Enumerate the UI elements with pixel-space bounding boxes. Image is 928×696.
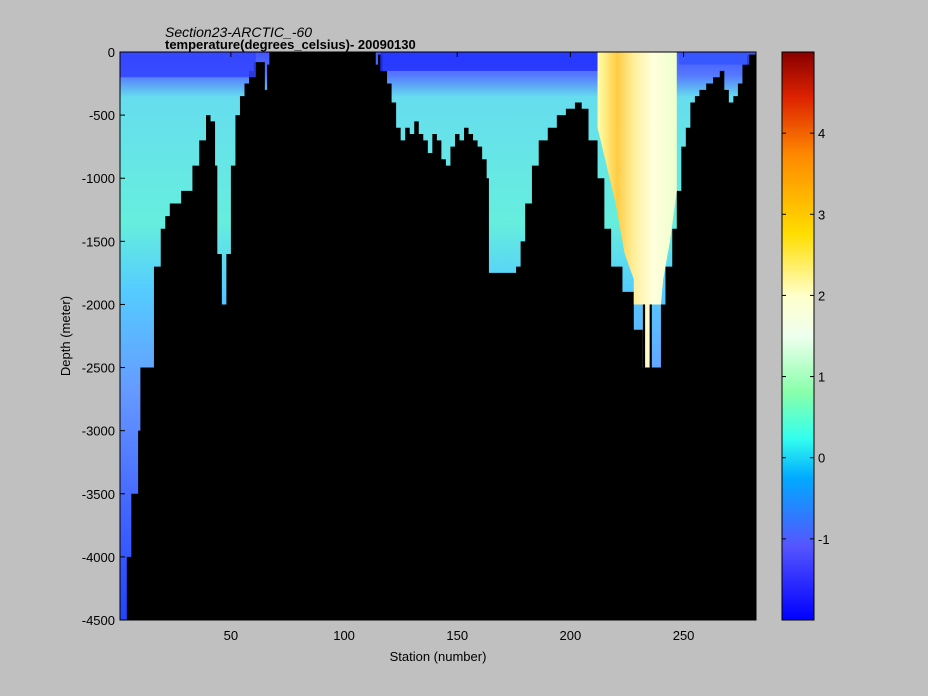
warm-core-gap-2 <box>649 304 652 368</box>
x-axis-label: Station (number) <box>390 649 487 664</box>
x-tick-label-1: 100 <box>333 628 355 643</box>
y-tick-label-7: -3500 <box>82 487 115 502</box>
y-axis-label: Depth (meter) <box>58 296 73 376</box>
y-tick-label-6: -3000 <box>82 424 115 439</box>
y-tick-label-5: -2500 <box>82 361 115 376</box>
colorbar-tick-label-1: 0 <box>818 451 825 466</box>
plot-area <box>120 52 756 620</box>
land-gap <box>269 52 376 620</box>
y-tick-label-8: -4000 <box>82 550 115 565</box>
x-tick-label-2: 150 <box>446 628 468 643</box>
warm-core <box>597 52 677 368</box>
x-axis: 50 100 150 200 250 Station (number) <box>224 52 695 664</box>
x-tick-label-3: 200 <box>560 628 582 643</box>
y-tick-label-2: -1000 <box>82 171 115 186</box>
y-tick-label-3: -1500 <box>82 234 115 249</box>
colorbar-tick-label-5: 4 <box>818 126 825 141</box>
plot-frame <box>119 51 757 621</box>
colorbar-gradient <box>781 51 815 621</box>
surface-layer-east <box>380 52 598 71</box>
y-tick-label-1: -500 <box>89 108 115 123</box>
y-tick-label-0: 0 <box>108 45 115 60</box>
colorbar: -1 0 1 2 3 4 <box>781 51 830 621</box>
x-tick-label-0: 50 <box>224 628 238 643</box>
colorbar-tick-label-3: 2 <box>818 288 825 303</box>
chart-title: Section23-ARCTIC_-60 <box>165 24 313 40</box>
x-tick-label-4: 250 <box>673 628 695 643</box>
y-tick-label-9: -4500 <box>82 613 115 628</box>
y-tick-label-4: -2000 <box>82 297 115 312</box>
y-axis: 0 -500 -1000 -1500 -2000 -2500 -3000 -3500 -4000… <box>58 45 756 628</box>
chart-subtitle: temperature(degrees_celsius)- 20090130 <box>165 37 416 52</box>
water-column <box>120 52 756 620</box>
colorbar-tick-label-0: -1 <box>818 532 830 547</box>
colorbar-tick-label-4: 3 <box>818 207 825 222</box>
surface-layer-far-east <box>679 52 750 65</box>
colorbar-tick-label-2: 1 <box>818 370 825 385</box>
warm-core-gap-1 <box>642 304 646 368</box>
surface-layer-west <box>120 52 256 78</box>
